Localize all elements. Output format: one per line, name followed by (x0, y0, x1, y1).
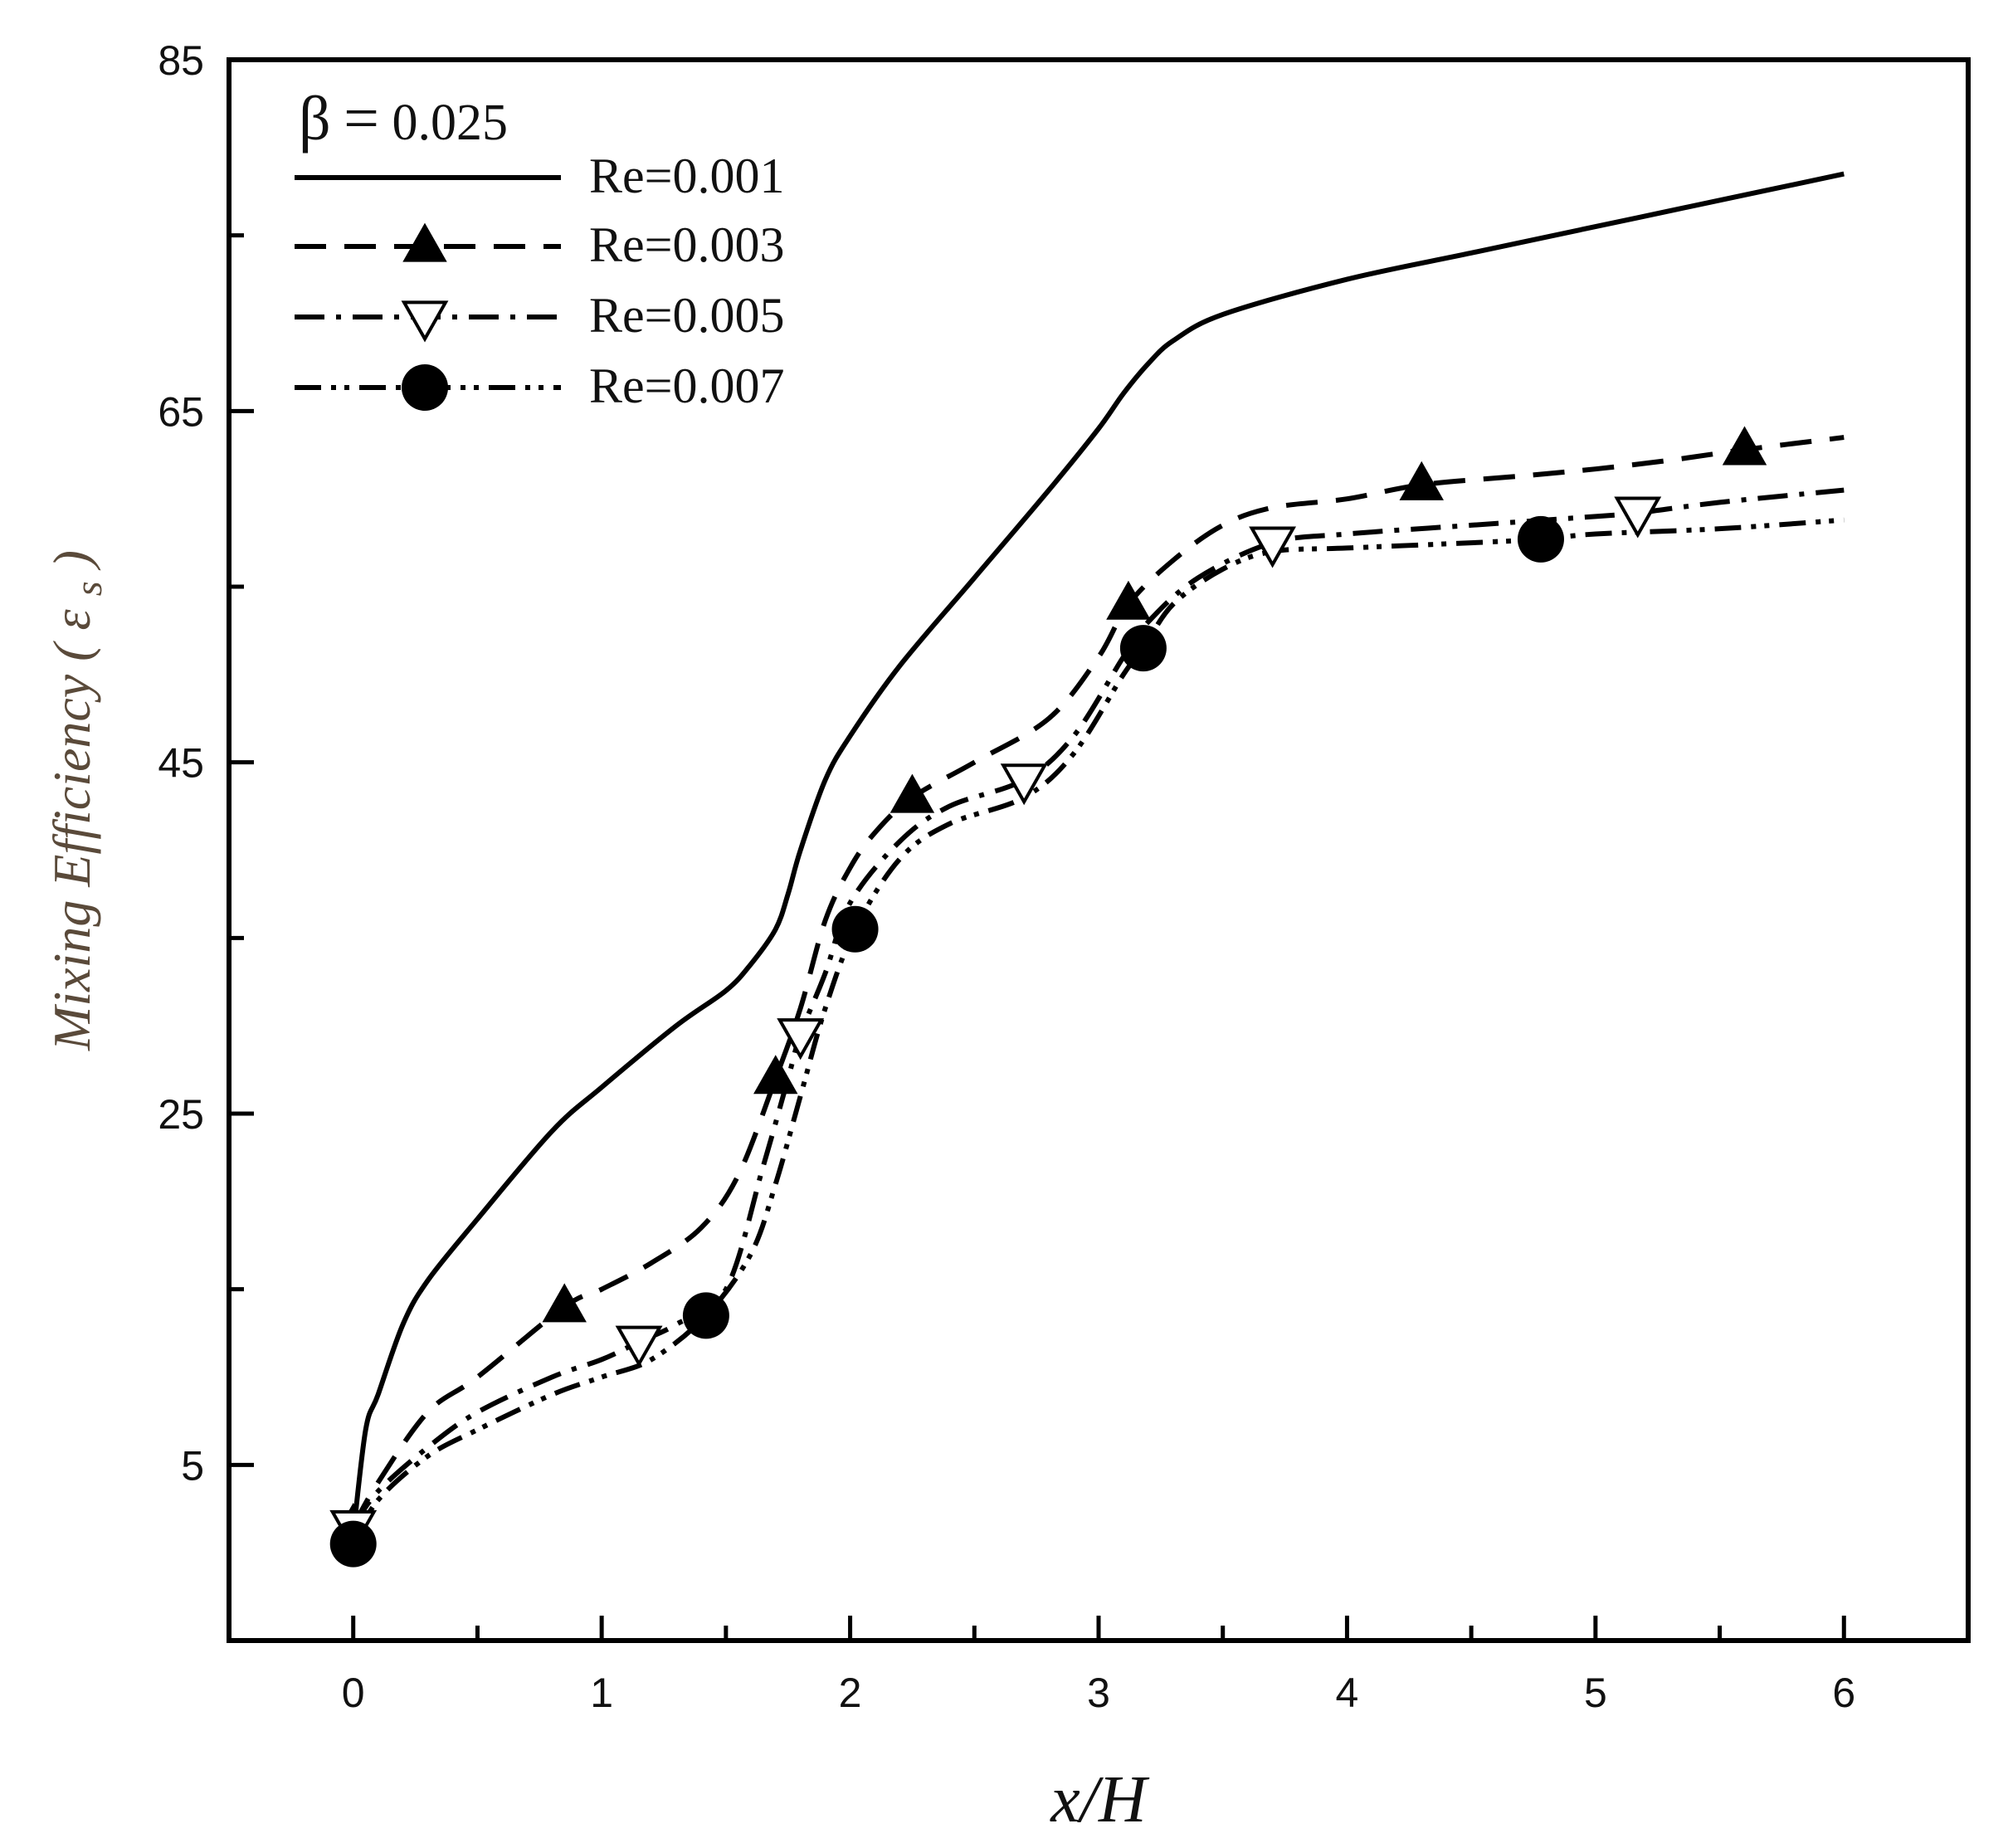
legend-marker-filled-circle (402, 364, 448, 411)
x-tick-label: 3 (1087, 1670, 1110, 1716)
marker-layer (329, 426, 1767, 1568)
marker-filled-circle (1119, 625, 1167, 672)
marker-open-triangle-down (1000, 763, 1048, 806)
y-axis-title-text: Mixing Efficiency (42, 674, 101, 1051)
legend-marker-open-triangle-down (401, 300, 449, 343)
marker-filled-circle (329, 1520, 377, 1568)
x-tick-label: 0 (342, 1670, 365, 1716)
legend-marker-filled-triangle-up (402, 222, 447, 262)
y-axis-title-subscript: s (67, 581, 110, 596)
legend-label: Re=0.005 (589, 288, 785, 343)
y-axis-title-open-paren: ( (42, 641, 101, 661)
y-axis-title-close-paren: ) (42, 550, 101, 571)
x-tick-label: 6 (1832, 1670, 1855, 1716)
x-tick-label: 5 (1584, 1670, 1607, 1716)
marker-filled-circle (682, 1292, 729, 1339)
x-axis-title: x/H (1050, 1763, 1150, 1836)
marker-filled-circle (831, 905, 879, 953)
legend-entries: Re=0.001 Re=0.003 Re=0.005 Re=0.007 (295, 149, 785, 413)
marker-filled-triangle-up (542, 1283, 587, 1323)
legend-title-beta: β (299, 84, 331, 154)
marker-open-triangle-down (1249, 526, 1297, 568)
series-layer (350, 171, 1845, 1546)
legend-label: Re=0.003 (589, 217, 785, 272)
marker-open-triangle-down (777, 1018, 825, 1061)
marker-filled-triangle-up (889, 773, 935, 813)
series-line-re0003 (351, 435, 1845, 1528)
marker-filled-triangle-up (1106, 580, 1151, 620)
marker-filled-triangle-up (1399, 461, 1444, 500)
marker-open-triangle-down (1614, 496, 1662, 539)
legend: β = 0.025 Re=0.001Re=0.003Re=0.005Re=0.0… (295, 84, 785, 413)
y-tick-label: 65 (158, 388, 204, 435)
x-tick-label: 1 (590, 1670, 613, 1716)
legend-label: Re=0.007 (589, 358, 785, 413)
series-line-re0005 (351, 487, 1845, 1529)
y-axis-title: Mixing Efficiency ( ε s ) (42, 550, 113, 1051)
x-tick-label: 4 (1336, 1670, 1359, 1716)
marker-filled-triangle-up (1722, 426, 1767, 466)
y-tick-label: 45 (158, 740, 204, 787)
legend-label: Re=0.001 (589, 149, 785, 203)
y-tick-label: 5 (181, 1442, 204, 1489)
y-tick-label: 85 (158, 37, 204, 84)
legend-title-value: 0.025 (392, 95, 509, 151)
marker-open-triangle-down (615, 1325, 663, 1368)
x-tick-label: 2 (839, 1670, 862, 1716)
legend-title-eq: = (344, 84, 379, 154)
series-line-re0007 (351, 517, 1845, 1546)
y-tick-label: 25 (158, 1091, 204, 1138)
marker-filled-circle (1517, 515, 1564, 563)
marker-filled-triangle-up (753, 1055, 798, 1095)
series-line-re0001 (350, 171, 1845, 1536)
legend-title: β = 0.025 (299, 84, 508, 154)
y-axis-title-symbol: ε (42, 609, 101, 631)
